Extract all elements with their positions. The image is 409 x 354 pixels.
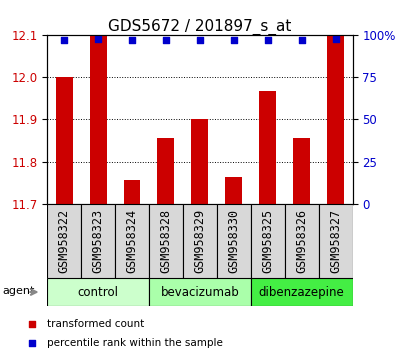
Text: GSM958322: GSM958322 <box>58 209 70 273</box>
Text: GSM958326: GSM958326 <box>294 209 308 273</box>
Bar <box>258 91 276 204</box>
Point <box>162 38 169 43</box>
Bar <box>157 138 174 204</box>
Bar <box>182 204 216 278</box>
Bar <box>250 278 352 306</box>
Point <box>230 38 236 43</box>
Text: GSM958323: GSM958323 <box>91 209 104 273</box>
Bar <box>292 138 310 204</box>
Point <box>332 36 338 42</box>
Point <box>29 341 35 346</box>
Bar <box>47 204 81 278</box>
Bar <box>284 204 318 278</box>
Bar <box>148 204 182 278</box>
Point <box>196 38 203 43</box>
Text: GSM958327: GSM958327 <box>328 209 341 273</box>
Point <box>298 38 304 43</box>
Text: GSM958329: GSM958329 <box>193 209 206 273</box>
Text: percentile rank within the sample: percentile rank within the sample <box>47 338 222 348</box>
Title: GDS5672 / 201897_s_at: GDS5672 / 201897_s_at <box>108 19 291 35</box>
Text: GSM958330: GSM958330 <box>227 209 240 273</box>
Bar <box>326 35 343 204</box>
Bar <box>81 204 115 278</box>
Text: transformed count: transformed count <box>47 319 144 329</box>
Text: GSM958325: GSM958325 <box>261 209 274 273</box>
Text: GSM958328: GSM958328 <box>159 209 172 273</box>
Bar <box>56 76 72 204</box>
Point <box>264 38 270 43</box>
Bar <box>47 278 148 306</box>
Bar <box>115 204 148 278</box>
Point <box>61 38 67 43</box>
Bar <box>191 119 208 204</box>
Bar <box>123 181 140 204</box>
Bar <box>250 204 284 278</box>
Bar <box>225 177 242 204</box>
Text: dibenzazepine: dibenzazepine <box>258 286 344 298</box>
Text: GSM958324: GSM958324 <box>125 209 138 273</box>
Point <box>94 36 101 42</box>
Bar <box>216 204 250 278</box>
Bar <box>89 35 106 204</box>
Text: agent: agent <box>2 286 35 296</box>
Text: control: control <box>77 286 118 298</box>
Point <box>29 321 35 327</box>
Bar <box>148 278 250 306</box>
Point <box>128 38 135 43</box>
Text: bevacizumab: bevacizumab <box>160 286 239 298</box>
Bar <box>318 204 352 278</box>
